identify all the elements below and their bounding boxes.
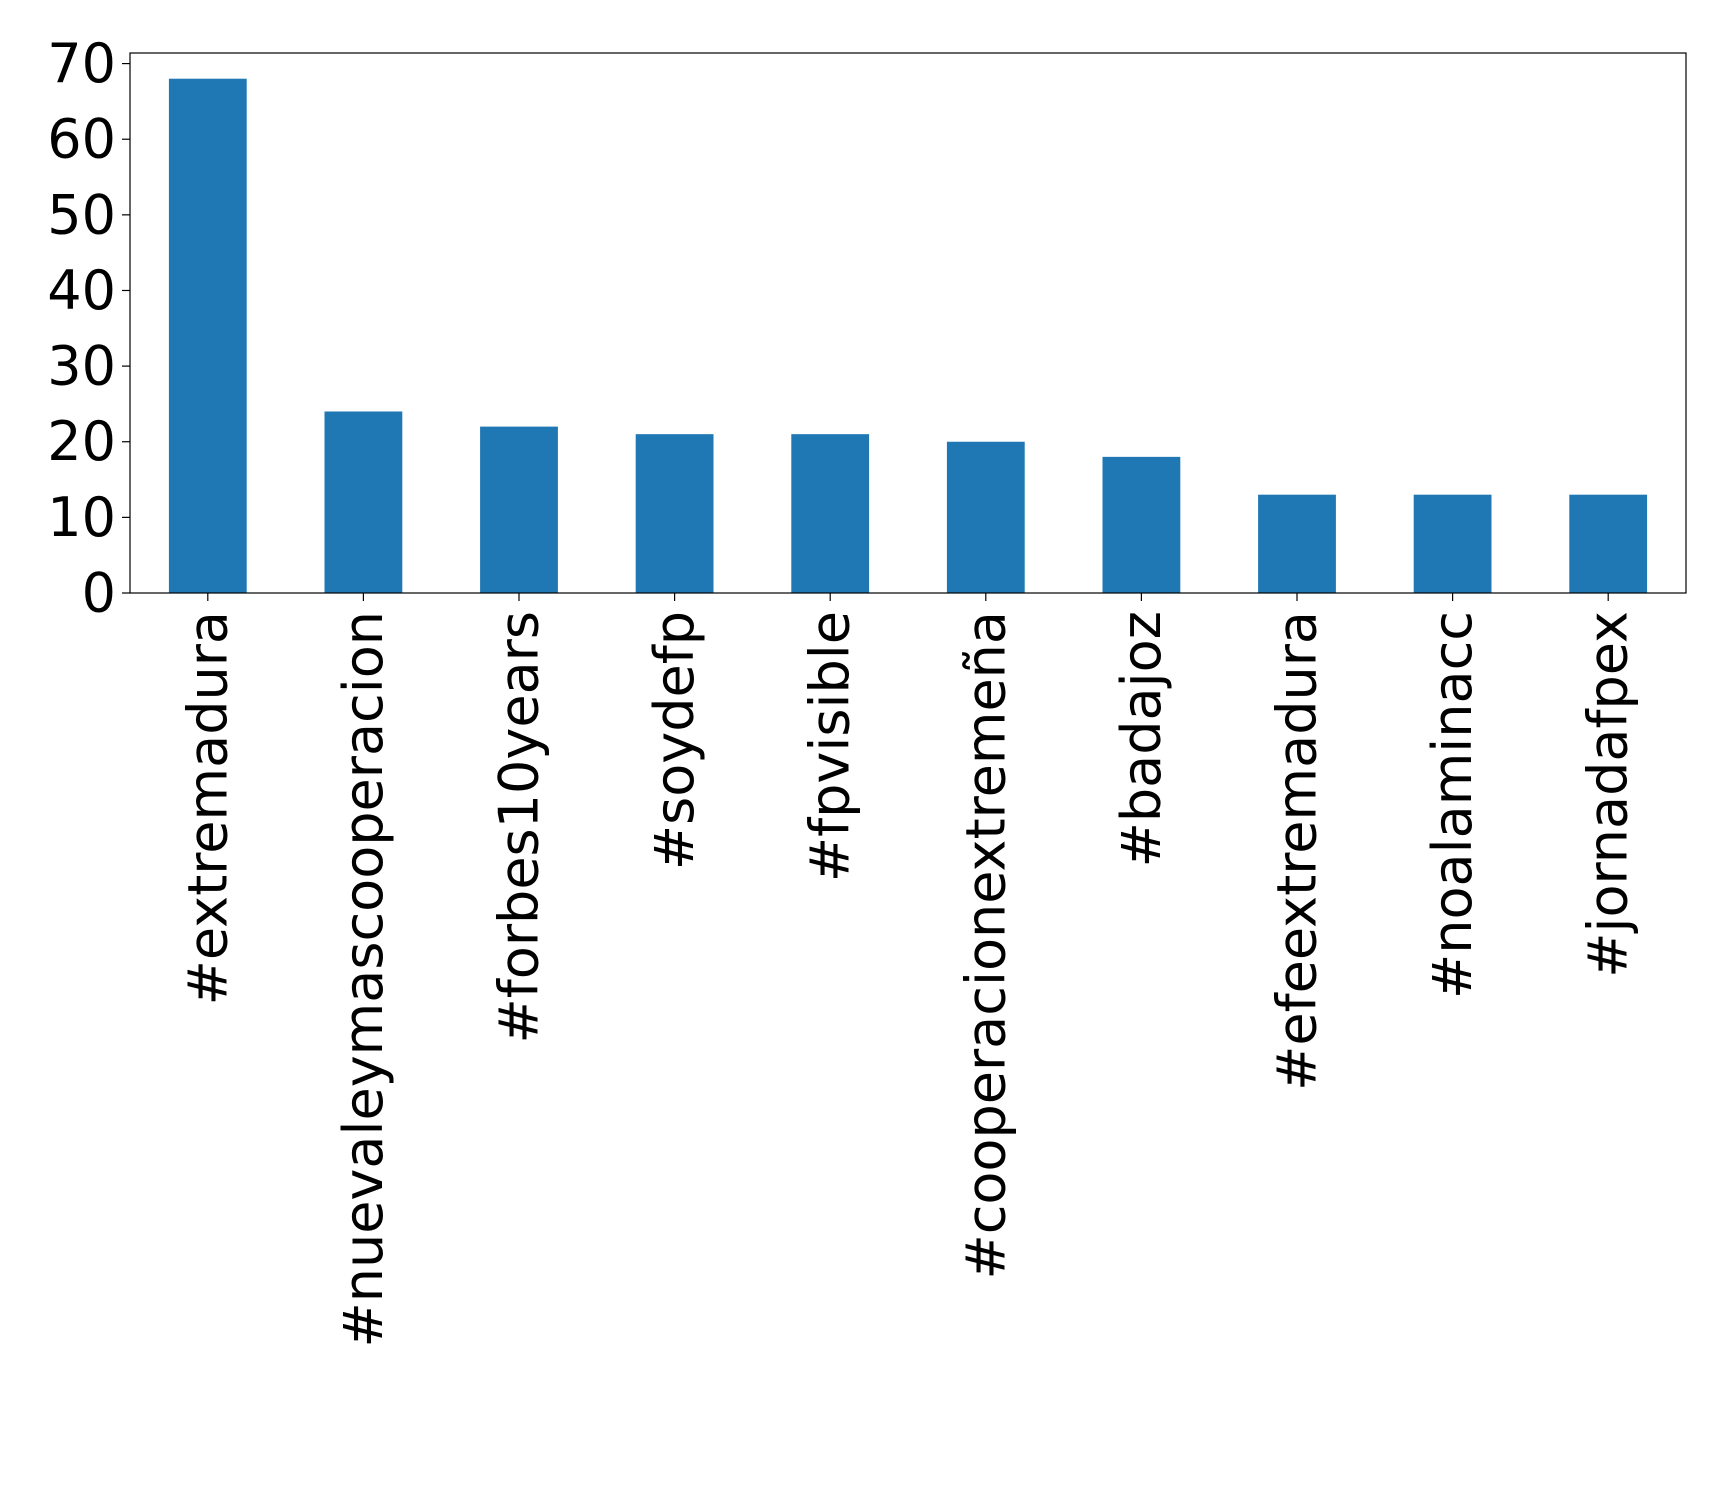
x-tick-label-3: #forbes10years xyxy=(488,611,551,1043)
bar-9 xyxy=(1413,494,1492,593)
y-tick-label-0: 0 xyxy=(82,562,116,625)
y-axis: 0 10 20 30 40 50 60 70 xyxy=(47,32,130,625)
bar-8 xyxy=(1258,494,1336,593)
bar-4 xyxy=(635,434,714,593)
bar-5 xyxy=(791,434,870,593)
bar-2 xyxy=(324,411,403,593)
x-axis: #extremadura #nuevaleymascooperacion #forb… xyxy=(176,593,1640,1348)
bar-1 xyxy=(168,78,247,593)
y-tick-label-20: 20 xyxy=(47,410,116,473)
x-tick-label-10: #jornadafpex xyxy=(1577,611,1640,978)
x-tick-label-1: #extremadura xyxy=(176,611,239,1005)
x-tick-label-7: #badajoz xyxy=(1110,611,1173,867)
x-tick-label-5: #fpvisible xyxy=(799,611,862,882)
y-tick-label-40: 40 xyxy=(47,259,116,322)
y-tick-label-50: 50 xyxy=(47,183,116,246)
y-tick-label-60: 60 xyxy=(47,108,116,171)
x-tick-label-4: #soydefp xyxy=(643,611,706,870)
bars-layer xyxy=(168,78,1648,593)
bar-6 xyxy=(946,441,1025,593)
bar-7 xyxy=(1102,456,1181,593)
y-tick-label-70: 70 xyxy=(47,32,116,95)
bar-3 xyxy=(480,426,558,593)
y-tick-label-30: 30 xyxy=(47,335,116,398)
y-tick-label-10: 10 xyxy=(47,486,116,549)
x-tick-label-9: #noalaminacc xyxy=(1421,611,1484,999)
x-tick-label-2: #nuevaleymascooperacion xyxy=(332,611,395,1348)
plot-frame xyxy=(129,52,1687,594)
x-tick-label-6: #cooperacionextremeña xyxy=(954,611,1017,1280)
x-tick-label-8: #efeextremadura xyxy=(1266,611,1329,1091)
bar-10 xyxy=(1569,494,1648,593)
